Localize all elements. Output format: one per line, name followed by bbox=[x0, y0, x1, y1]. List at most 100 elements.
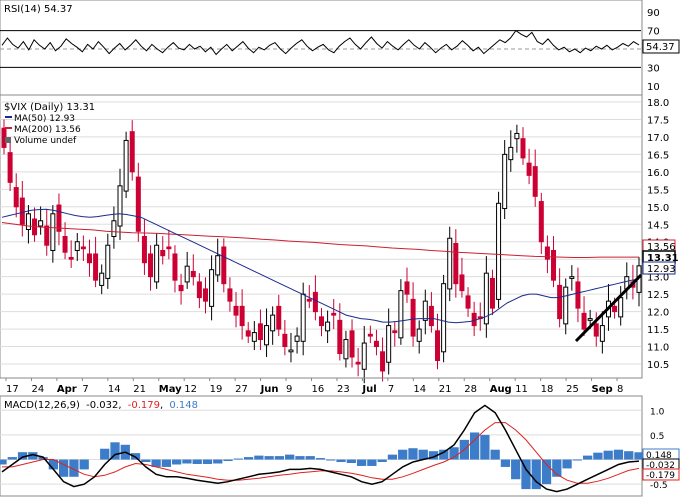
rsi-label: RSI(14) 54.37 bbox=[4, 4, 73, 15]
candle-body bbox=[447, 237, 453, 290]
candle bbox=[62, 222, 68, 260]
candle-body bbox=[239, 305, 245, 327]
macd-hist-bar bbox=[418, 449, 428, 460]
macd-legend-prefix: MACD(12,26,9) bbox=[4, 400, 80, 411]
candle bbox=[129, 120, 135, 181]
candle bbox=[538, 192, 544, 254]
rsi-last-value-tag: 54.37 bbox=[642, 39, 680, 54]
candle-body bbox=[325, 321, 331, 332]
candle bbox=[435, 313, 441, 370]
candle-body bbox=[416, 328, 422, 342]
candle bbox=[593, 312, 599, 347]
candle-body bbox=[319, 316, 324, 327]
macd-hist-bar bbox=[59, 459, 69, 477]
candle-body bbox=[422, 300, 428, 321]
macd-hist-bar bbox=[264, 456, 274, 460]
candle bbox=[459, 257, 465, 298]
candle bbox=[257, 309, 263, 351]
candle-body bbox=[538, 201, 544, 243]
candle-body bbox=[270, 314, 276, 332]
macd-hist-bar bbox=[387, 454, 398, 460]
candle bbox=[56, 193, 62, 246]
macd-hist-bar bbox=[398, 449, 408, 460]
candle-body bbox=[111, 220, 117, 237]
candle-body bbox=[148, 253, 154, 278]
legend-ma50-swatch bbox=[5, 116, 12, 118]
candle-body bbox=[245, 330, 251, 337]
candle-body bbox=[465, 295, 471, 309]
candle bbox=[270, 306, 276, 345]
macd-legend-hist: 0.148 bbox=[169, 400, 198, 411]
x-tick-label: 17 bbox=[6, 384, 19, 395]
candle bbox=[233, 292, 239, 328]
price-tick-label: 17.0 bbox=[647, 133, 669, 144]
macd-hist-bar bbox=[336, 459, 346, 463]
candle bbox=[312, 275, 318, 321]
candle bbox=[68, 240, 74, 268]
macd-hist-bar bbox=[202, 459, 213, 464]
candle bbox=[135, 162, 141, 242]
candle bbox=[154, 233, 160, 289]
candle bbox=[50, 205, 56, 263]
price-legend-ma200: MA(200) 13.56 bbox=[14, 125, 81, 135]
price-last-tags: 13.56 13.31 12.93 bbox=[642, 239, 679, 275]
candle bbox=[428, 292, 434, 333]
macd-hist-bar bbox=[326, 459, 336, 461]
macd-hist-bar bbox=[582, 455, 593, 460]
x-tick-label: 28 bbox=[464, 384, 477, 395]
macd-hist-bar bbox=[17, 452, 28, 460]
macd-hist-bar bbox=[233, 458, 243, 460]
x-tick-label: 18 bbox=[541, 384, 554, 395]
candle-body bbox=[355, 361, 361, 365]
rsi-tick-label: 10 bbox=[647, 82, 660, 93]
candle-body bbox=[190, 270, 196, 278]
candle-body bbox=[264, 325, 270, 346]
candle bbox=[105, 233, 111, 289]
candle-body bbox=[123, 139, 129, 192]
x-tick-label: 25 bbox=[566, 384, 579, 395]
candle-body bbox=[587, 318, 593, 321]
x-tick-label: 7 bbox=[388, 384, 394, 395]
macd-hist-bar bbox=[182, 459, 192, 464]
price-tick-label: 16.0 bbox=[647, 168, 669, 179]
candle-body bbox=[13, 187, 19, 208]
macd-hist-bar bbox=[151, 459, 161, 467]
candle-body bbox=[160, 249, 166, 257]
candle-body bbox=[581, 312, 587, 330]
candle bbox=[563, 278, 569, 335]
price-tick-label: 18.0 bbox=[647, 98, 669, 109]
candle-body bbox=[441, 283, 447, 353]
price-tick-label: 11.5 bbox=[647, 325, 669, 336]
candle bbox=[404, 267, 410, 303]
candle bbox=[227, 277, 233, 312]
x-tick-label: Jun bbox=[260, 384, 279, 395]
candle bbox=[618, 286, 624, 326]
candle bbox=[526, 148, 532, 185]
macd-hist-bar bbox=[38, 457, 48, 460]
macd-hist-bar bbox=[377, 459, 387, 463]
ma200-last-value: 13.56 bbox=[647, 242, 676, 253]
candle-body bbox=[380, 351, 386, 372]
macd-hist-bar bbox=[490, 449, 500, 460]
macd-hist-bar bbox=[449, 447, 459, 460]
candle bbox=[86, 239, 92, 277]
candlesticks bbox=[1, 119, 642, 384]
candle-body bbox=[404, 281, 410, 295]
candle bbox=[1, 119, 7, 155]
macd-hist-bar bbox=[428, 451, 439, 460]
candle bbox=[441, 274, 447, 363]
price-tick-label: 14.5 bbox=[647, 220, 669, 231]
macd-hist-bar bbox=[531, 459, 541, 490]
candle bbox=[319, 308, 324, 337]
candle bbox=[184, 251, 190, 289]
price-tick-label: 16.5 bbox=[647, 150, 669, 161]
price-tick-label: 12.5 bbox=[647, 290, 669, 301]
macd-hist-bar bbox=[552, 459, 562, 477]
candle bbox=[282, 320, 288, 356]
candle-body bbox=[105, 244, 111, 279]
ma200-line bbox=[1, 222, 639, 258]
candle bbox=[209, 255, 215, 321]
candle bbox=[190, 254, 196, 286]
candle-body bbox=[306, 298, 312, 302]
